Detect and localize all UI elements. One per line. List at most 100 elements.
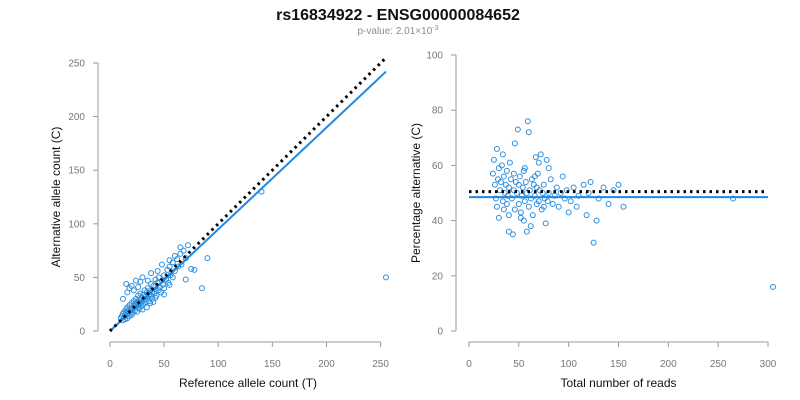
- data-point: [533, 184, 540, 191]
- data-point: [166, 257, 173, 264]
- x-tick-label: 250: [710, 359, 727, 370]
- data-point: [605, 201, 612, 208]
- data-point: [499, 151, 506, 158]
- data-point: [530, 181, 537, 188]
- data-point: [524, 118, 531, 125]
- data-point: [199, 285, 205, 292]
- data-point: [123, 280, 130, 287]
- data-point: [527, 195, 534, 202]
- data-point: [493, 203, 500, 210]
- data-point: [130, 287, 137, 294]
- x-tick-label: 200: [660, 359, 677, 370]
- data-point: [166, 263, 173, 270]
- data-point: [497, 178, 504, 185]
- data-point: [500, 206, 507, 213]
- data-point: [553, 184, 560, 191]
- data-point: [528, 176, 535, 183]
- data-point: [544, 198, 551, 205]
- x-tick-label: 300: [760, 359, 777, 370]
- data-point: [511, 140, 518, 147]
- y-tick-label: 60: [432, 161, 444, 172]
- x-axis-label: Reference allele count (T): [179, 376, 317, 390]
- data-point: [515, 201, 522, 208]
- y-tick-label: 250: [68, 59, 85, 70]
- data-point: [204, 255, 211, 262]
- data-point: [503, 201, 510, 208]
- data-point: [595, 195, 602, 202]
- data-point: [522, 178, 529, 185]
- x-tick-label: 150: [610, 359, 627, 370]
- data-point: [531, 192, 538, 199]
- data-point: [505, 228, 512, 235]
- data-point: [177, 244, 184, 251]
- data-point: [519, 184, 526, 191]
- data-point: [549, 201, 556, 208]
- y-tick-label: 150: [68, 166, 85, 177]
- data-point: [137, 290, 144, 297]
- data-point: [583, 212, 590, 219]
- x-tick-label: 100: [560, 359, 577, 370]
- y-tick-label: 0: [79, 327, 85, 338]
- y-tick-label: 20: [432, 271, 444, 282]
- data-point: [154, 267, 161, 274]
- data-point: [542, 220, 549, 227]
- y-tick-label: 80: [432, 106, 444, 117]
- data-point: [490, 156, 497, 163]
- data-point: [504, 192, 511, 199]
- figure-subtitle: p-value: 2.01×10-3: [357, 25, 438, 37]
- data-point: [166, 281, 173, 288]
- y-tick-label: 100: [426, 51, 443, 62]
- data-point: [573, 203, 580, 210]
- data-point: [545, 165, 552, 172]
- p-value-text: p-value: 2.01×10: [357, 26, 432, 37]
- data-point: [139, 274, 146, 281]
- data-point: [184, 242, 191, 249]
- data-point: [505, 184, 512, 191]
- data-point: [543, 156, 550, 163]
- data-point: [535, 198, 542, 205]
- y-tick-label: 0: [437, 327, 443, 338]
- data-point: [489, 170, 496, 177]
- data-point: [531, 173, 538, 180]
- data-point: [494, 176, 501, 183]
- data-point: [119, 295, 126, 302]
- data-point: [161, 285, 168, 292]
- data-point: [493, 145, 500, 152]
- data-point: [518, 192, 525, 199]
- data-point: [506, 159, 513, 166]
- data-point: [511, 206, 518, 213]
- y-tick-label: 50: [74, 273, 86, 284]
- data-point: [495, 165, 502, 172]
- x-tick-label: 50: [159, 359, 171, 370]
- data-point: [561, 195, 568, 202]
- data-point: [492, 195, 499, 202]
- y-tick-label: 100: [68, 219, 85, 230]
- y-axis-label: Percentage alternative (C): [409, 123, 423, 263]
- data-point: [507, 176, 514, 183]
- data-point: [520, 167, 527, 174]
- data-point: [188, 265, 195, 272]
- data-point: [161, 291, 168, 298]
- data-point: [180, 247, 187, 254]
- data-point: [565, 209, 572, 216]
- data-point: [149, 295, 156, 302]
- fit-line: [109, 70, 387, 332]
- x-tick-label: 150: [264, 359, 281, 370]
- data-point: [500, 173, 507, 180]
- data-point: [587, 178, 594, 185]
- y-tick-label: 200: [68, 112, 85, 123]
- data-point: [532, 154, 539, 161]
- x-tick-label: 50: [513, 359, 525, 370]
- data-point: [516, 173, 523, 180]
- x-tick-label: 0: [466, 359, 472, 370]
- data-point: [148, 270, 155, 277]
- data-point: [620, 203, 627, 210]
- p-value-exponent: -3: [432, 25, 438, 32]
- data-point: [525, 203, 532, 210]
- y-tick-label: 40: [432, 216, 444, 227]
- data-point: [182, 276, 189, 283]
- data-point: [567, 198, 574, 205]
- data-point: [730, 195, 737, 202]
- data-point: [144, 277, 151, 284]
